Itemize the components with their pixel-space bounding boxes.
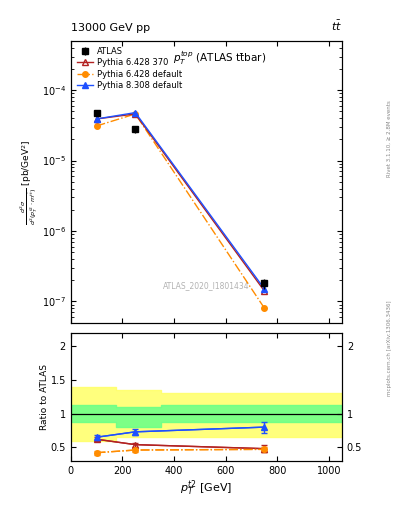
Text: 13000 GeV pp: 13000 GeV pp xyxy=(71,23,150,33)
Text: $p_T^{top}$ (ATLAS tt̄bar): $p_T^{top}$ (ATLAS tt̄bar) xyxy=(173,50,266,67)
Y-axis label: $\frac{d^2\sigma}{d^2(p_T^{t2}\cdot m^{t\bar{t}})}$ [pb/GeV$^2$]: $\frac{d^2\sigma}{d^2(p_T^{t2}\cdot m^{t… xyxy=(19,139,40,225)
Text: ATLAS_2020_I1801434: ATLAS_2020_I1801434 xyxy=(163,282,250,290)
X-axis label: $p_T^{t2}$ [GeV]: $p_T^{t2}$ [GeV] xyxy=(180,478,233,498)
Legend: ATLAS, Pythia 6.428 370, Pythia 6.428 default, Pythia 8.308 default: ATLAS, Pythia 6.428 370, Pythia 6.428 de… xyxy=(75,45,184,92)
Text: Rivet 3.1.10, ≥ 2.8M events: Rivet 3.1.10, ≥ 2.8M events xyxy=(387,100,392,177)
Text: mcplots.cern.ch [arXiv:1306.3436]: mcplots.cern.ch [arXiv:1306.3436] xyxy=(387,301,392,396)
Text: $t\bar{t}$: $t\bar{t}$ xyxy=(331,19,342,33)
Y-axis label: Ratio to ATLAS: Ratio to ATLAS xyxy=(40,364,49,430)
